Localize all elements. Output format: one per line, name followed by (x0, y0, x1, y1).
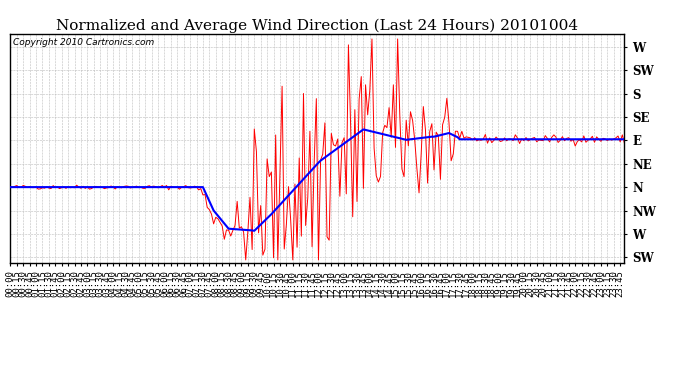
Title: Normalized and Average Wind Direction (Last 24 Hours) 20101004: Normalized and Average Wind Direction (L… (57, 18, 578, 33)
Text: Copyright 2010 Cartronics.com: Copyright 2010 Cartronics.com (13, 38, 155, 47)
